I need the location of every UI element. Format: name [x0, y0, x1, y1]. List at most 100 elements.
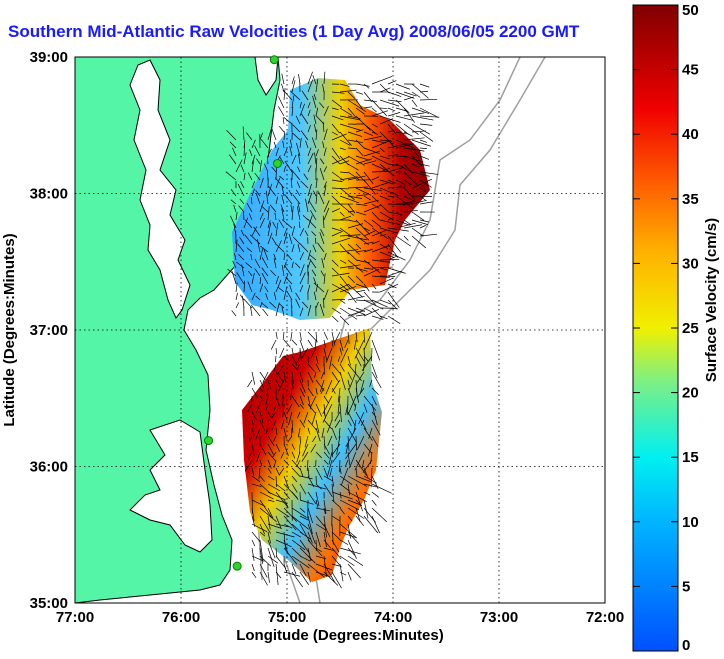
velocity-vector: [291, 531, 301, 538]
velocity-vector: [288, 189, 293, 197]
velocity-vector: [323, 147, 327, 157]
velocity-vector: [371, 339, 381, 361]
velocity-vector: [363, 227, 370, 232]
velocity-vector: [371, 403, 378, 426]
velocity-vector: [307, 491, 317, 505]
station-marker: [269, 55, 279, 65]
velocity-vector: [250, 197, 253, 205]
velocity-vector: [387, 315, 401, 324]
velocity-vector: [347, 379, 350, 387]
velocity-vector: [363, 259, 381, 274]
velocity-vector: [238, 205, 245, 213]
x-tick-label: 75:00: [268, 609, 306, 626]
velocity-vector: [395, 131, 407, 135]
velocity-vector: [291, 244, 295, 253]
velocity-vector: [298, 221, 301, 229]
velocity-vector: [283, 131, 286, 141]
velocity-vector: [299, 347, 302, 361]
velocity-vector: [379, 195, 390, 201]
velocity-vector: [331, 237, 350, 245]
velocity-vector: [271, 166, 277, 173]
velocity-vector: [323, 106, 329, 117]
velocity-vector: [275, 475, 278, 487]
velocity-vector: [299, 395, 304, 406]
velocity-vector: [303, 411, 309, 424]
velocity-vector: [275, 379, 280, 388]
velocity-vector: [283, 273, 289, 285]
velocity-vector: [369, 379, 373, 387]
velocity-vector: [371, 99, 388, 117]
velocity-vector: [323, 435, 326, 450]
x-tick-label: 76:00: [162, 609, 200, 626]
velocity-vector: [371, 266, 393, 269]
velocity-vector: [251, 571, 257, 578]
velocity-vector: [235, 282, 238, 293]
velocity-vector: [347, 539, 357, 559]
velocity-vector: [387, 142, 410, 149]
velocity-vector: [267, 483, 281, 492]
velocity-vector: [331, 107, 339, 111]
velocity-vector: [307, 152, 314, 165]
velocity-vector: [278, 379, 285, 392]
velocity-vector: [331, 251, 340, 253]
velocity-vector: [379, 167, 391, 173]
velocity-vector: [299, 539, 310, 554]
velocity-vector: [345, 443, 357, 459]
velocity-vector: [275, 515, 282, 529]
velocity-vector: [251, 539, 256, 547]
velocity-vector: [291, 379, 294, 389]
velocity-vector: [339, 176, 358, 181]
velocity-vector: [290, 204, 293, 213]
velocity-vector: [371, 139, 391, 149]
velocity-vector: [339, 139, 351, 146]
velocity-vector: [419, 225, 426, 229]
velocity-vector: [262, 308, 269, 317]
velocity-vector: [275, 196, 279, 205]
velocity-vector: [411, 130, 426, 133]
velocity-vector: [339, 155, 349, 166]
velocity-vector: [278, 106, 285, 117]
velocity-vector: [379, 179, 393, 185]
velocity-vector: [249, 149, 253, 157]
velocity-vector: [251, 427, 255, 436]
velocity-vector: [347, 91, 356, 99]
velocity-vector: [277, 363, 285, 375]
velocity-vector: [354, 363, 357, 374]
velocity-vector: [347, 419, 352, 426]
velocity-vector: [363, 307, 373, 313]
velocity-vector: [371, 499, 377, 506]
velocity-vector: [231, 310, 237, 317]
velocity-vector: [387, 255, 398, 261]
velocity-vector: [315, 331, 318, 343]
velocity-vector: [275, 177, 281, 189]
velocity-vector: [315, 355, 319, 365]
colorbar-tick-label: 35: [682, 191, 699, 208]
velocity-vector: [387, 217, 394, 221]
velocity-vector: [331, 123, 340, 134]
velocity-vector: [301, 90, 309, 101]
velocity-vector: [355, 299, 373, 302]
velocity-vector: [300, 180, 309, 189]
velocity-vector: [411, 99, 418, 107]
velocity-vector: [288, 233, 293, 245]
velocity-vector: [331, 131, 338, 136]
velocity-vector: [243, 217, 249, 229]
velocity-vector: [319, 158, 325, 165]
velocity-vector: [323, 459, 329, 465]
velocity-vector: [243, 152, 247, 165]
velocity-vector: [307, 125, 311, 133]
velocity-vector: [339, 89, 357, 93]
velocity-vector: [323, 200, 330, 213]
velocity-vector: [291, 261, 294, 269]
velocity-vector: [290, 91, 301, 101]
velocity-vector: [299, 307, 304, 317]
velocity-vector: [275, 240, 282, 253]
velocity-vector: [307, 339, 313, 348]
velocity-vector: [251, 507, 255, 521]
velocity-vector: [307, 555, 313, 561]
velocity-vector: [323, 483, 333, 497]
velocity-vector: [315, 563, 333, 571]
plot-frame: [74, 56, 606, 604]
velocity-vector: [291, 154, 297, 165]
velocity-vector: [267, 128, 272, 141]
